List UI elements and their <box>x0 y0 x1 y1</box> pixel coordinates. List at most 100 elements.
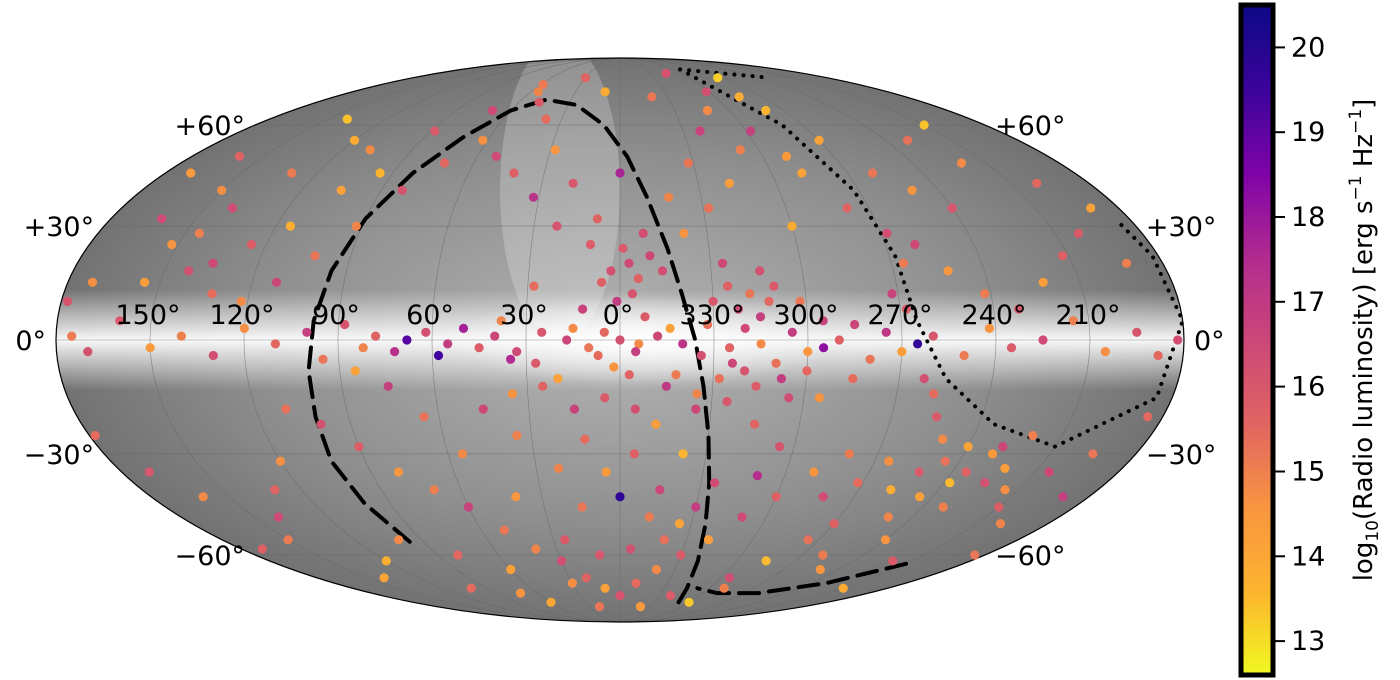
source-point <box>227 203 237 213</box>
source-point <box>714 374 724 384</box>
source-point <box>881 327 891 337</box>
source-point <box>803 535 813 545</box>
source-point <box>853 478 863 488</box>
lat-tick-label-left: −30° <box>24 440 94 471</box>
source-point <box>318 354 328 364</box>
source-point <box>157 214 167 224</box>
lat-tick-label-left: +60° <box>175 111 245 142</box>
source-point <box>1044 467 1054 477</box>
source-point <box>316 419 326 429</box>
source-point <box>640 312 650 322</box>
source-point <box>723 281 733 291</box>
lon-tick-label: 210° <box>1055 300 1120 331</box>
lon-gridline <box>431 58 621 622</box>
colorbar-label-hz: Hz <box>1349 134 1379 175</box>
source-point <box>624 370 634 380</box>
lon-tick-label: 30° <box>500 300 548 331</box>
source-point <box>453 550 463 560</box>
source-point <box>756 339 766 349</box>
source-point <box>302 327 312 337</box>
source-point <box>509 168 519 178</box>
source-point <box>271 277 282 287</box>
source-point <box>784 393 794 403</box>
source-point <box>270 339 280 349</box>
source-point <box>740 366 750 376</box>
source-point <box>734 92 744 102</box>
source-point <box>612 296 622 306</box>
source-point <box>963 442 973 452</box>
source-point <box>865 354 875 364</box>
source-point <box>802 366 812 376</box>
source-point <box>659 535 669 545</box>
source-point <box>383 381 393 391</box>
source-point <box>595 550 605 560</box>
source-point <box>1014 304 1024 314</box>
source-point <box>207 289 217 299</box>
lon-gridline <box>525 58 621 622</box>
source-point <box>725 343 735 353</box>
source-point <box>755 266 765 276</box>
source-point <box>217 185 227 195</box>
source-point <box>600 87 610 97</box>
source-point <box>815 564 825 575</box>
source-point <box>562 335 572 345</box>
source-point <box>882 228 892 238</box>
source-point <box>733 304 744 314</box>
source-point <box>761 105 771 116</box>
source-point <box>752 471 763 481</box>
lon-tick-label: 150° <box>115 300 180 331</box>
source-point <box>466 583 476 593</box>
source-point <box>988 449 998 459</box>
source-point <box>638 228 648 238</box>
colorbar-gradient <box>1238 2 1276 678</box>
source-point <box>818 316 828 326</box>
source-point <box>1100 347 1110 357</box>
source-point <box>750 419 760 429</box>
lat-tick-label-left: +30° <box>24 212 94 243</box>
source-point <box>515 588 526 598</box>
source-point <box>695 126 705 136</box>
source-point <box>1038 335 1048 345</box>
source-point <box>897 347 907 357</box>
source-point <box>938 502 948 512</box>
source-point <box>775 442 785 452</box>
source-point <box>379 573 389 583</box>
source-point <box>995 519 1006 529</box>
source-point <box>679 228 689 238</box>
map-outline <box>55 57 1185 623</box>
source-point <box>506 354 516 364</box>
source-point <box>671 370 681 380</box>
source-point <box>474 343 484 353</box>
source-point <box>703 535 714 545</box>
source-point <box>609 362 619 372</box>
source-point <box>584 343 594 353</box>
source-point <box>538 79 548 90</box>
source-point <box>651 564 662 575</box>
source-point <box>903 135 913 145</box>
source-point <box>844 449 854 459</box>
lon-gridline <box>243 58 621 622</box>
source-point <box>1000 485 1010 495</box>
source-point <box>342 114 352 124</box>
source-point <box>87 277 98 287</box>
dashed-region-outline <box>695 561 908 596</box>
source-point <box>901 304 912 314</box>
source-point <box>531 544 541 554</box>
source-point <box>703 319 713 330</box>
source-point <box>568 323 578 333</box>
source-point <box>691 502 701 512</box>
source-point <box>883 512 893 522</box>
source-point <box>771 492 781 502</box>
source-point <box>624 258 634 268</box>
source-point <box>1132 327 1142 337</box>
source-point <box>600 583 610 593</box>
source-point <box>809 467 819 477</box>
source-point <box>630 404 640 414</box>
source-point <box>275 456 286 466</box>
source-point <box>631 347 641 357</box>
source-point <box>140 277 150 287</box>
source-point <box>907 185 917 195</box>
source-point <box>394 535 404 545</box>
source-point <box>487 105 498 116</box>
source-point <box>246 239 257 250</box>
